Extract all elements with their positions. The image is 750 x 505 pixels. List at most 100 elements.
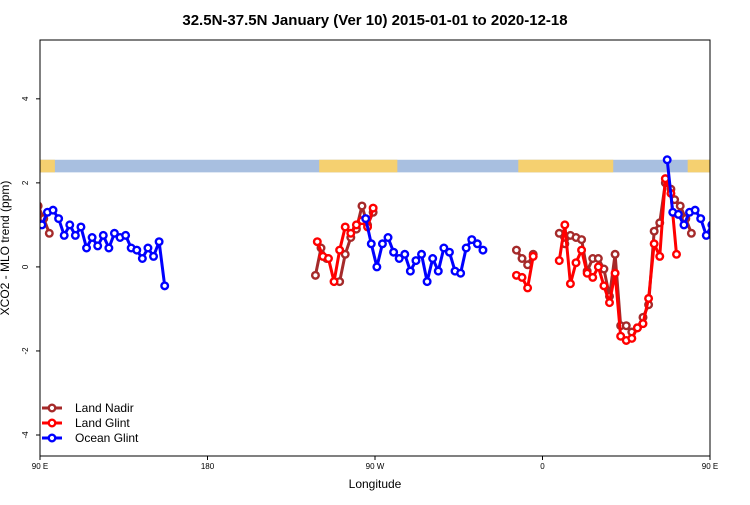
data-point [517, 254, 527, 264]
data-point [610, 249, 620, 259]
data-point [76, 222, 86, 232]
data-point [377, 239, 387, 249]
series-land-glint [14, 174, 682, 345]
data-point [340, 222, 350, 232]
data-point [14, 253, 21, 260]
data-point [383, 232, 393, 242]
data-point [323, 254, 333, 264]
data-point [517, 272, 527, 282]
data-point [31, 251, 38, 258]
y-axis-label: XCO2 - MLO trend (ppm) [0, 181, 12, 316]
data-point [672, 249, 682, 259]
land-strip [518, 159, 614, 173]
data-point [644, 293, 654, 303]
data-point [340, 249, 350, 259]
data-point [87, 232, 97, 242]
data-point [0, 316, 4, 323]
data-point [65, 220, 75, 230]
data-point [26, 190, 33, 197]
data-point [394, 254, 404, 264]
data-point [428, 254, 438, 264]
data-point [632, 323, 642, 333]
data-point [638, 319, 648, 329]
data-point [725, 245, 732, 252]
land-strip [319, 159, 398, 173]
data-point [149, 251, 159, 261]
legend-swatch-marker [47, 418, 57, 428]
data-point [422, 277, 432, 287]
data-point [560, 220, 570, 230]
data-point [675, 201, 685, 211]
series-line [557, 177, 678, 342]
data-point [109, 228, 119, 238]
data-point [70, 230, 80, 240]
y-tick-label: 2 [21, 180, 30, 185]
data-point [679, 220, 689, 230]
data-point [160, 281, 170, 291]
data-point [616, 331, 626, 341]
data-point [29, 196, 36, 203]
data-point [610, 268, 620, 278]
data-point [528, 251, 538, 261]
data-point [605, 298, 615, 308]
x-tick-label: 0 [540, 462, 545, 471]
data-point [731, 234, 738, 241]
data-point [26, 186, 33, 193]
data-point [143, 243, 153, 253]
data-point [673, 209, 683, 219]
data-point [472, 239, 482, 249]
data-point [389, 247, 399, 257]
data-point [444, 247, 454, 257]
data-point [511, 245, 521, 255]
data-point [400, 249, 410, 259]
y-tick-label: 4 [21, 96, 30, 101]
data-point [335, 245, 345, 255]
data-point [137, 254, 147, 264]
data-point [714, 232, 721, 239]
data-point [405, 266, 415, 276]
data-point [154, 237, 164, 247]
data-point [59, 230, 69, 240]
data-point [662, 155, 672, 165]
data-point [565, 279, 575, 289]
data-point [523, 283, 533, 293]
data-point [621, 321, 631, 331]
data-point [593, 254, 603, 264]
data-point [44, 228, 54, 238]
data-point [361, 214, 371, 224]
x-tick-label: 90 W [366, 462, 385, 471]
data-point [368, 203, 378, 213]
data-point [98, 230, 108, 240]
data-point [27, 209, 34, 216]
legend-swatch-marker [47, 433, 57, 443]
data-point [82, 243, 92, 253]
data-point [357, 201, 367, 211]
legend-label: Land Nadir [75, 401, 134, 415]
data-point [599, 281, 609, 291]
data-point [655, 251, 665, 261]
data-point [48, 205, 58, 215]
y-tick-label: 0 [21, 264, 30, 269]
data-point [121, 230, 131, 240]
data-point [310, 270, 320, 280]
y-tick-label: -2 [21, 347, 30, 355]
legend-swatch-marker [47, 403, 57, 413]
data-point [132, 245, 142, 255]
data-point [649, 239, 659, 249]
data-point [433, 266, 443, 276]
data-point [582, 268, 592, 278]
data-point [329, 277, 339, 287]
data-point [686, 228, 696, 238]
data-point [478, 245, 488, 255]
series-land-nadir [0, 178, 696, 337]
data-point [312, 237, 322, 247]
data-point [577, 245, 587, 255]
data-point [417, 249, 427, 259]
x-axis-label: Longitude [349, 477, 402, 491]
data-point [461, 243, 471, 253]
y-tick-label: -4 [21, 431, 30, 439]
data-point [701, 230, 710, 240]
data-point [346, 228, 356, 238]
